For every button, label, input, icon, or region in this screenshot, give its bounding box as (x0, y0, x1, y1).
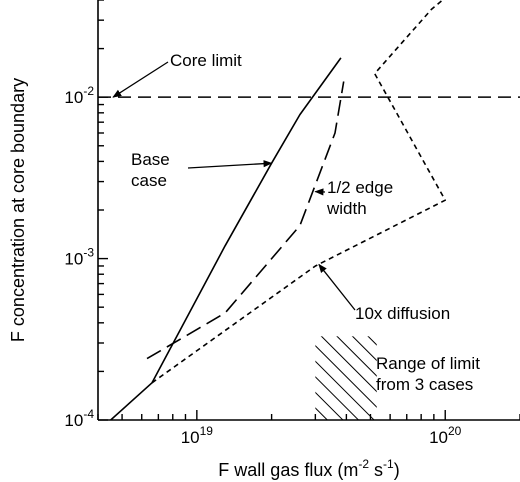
x-axis-label-end: ) (394, 460, 400, 480)
x-tick-base: 10 (181, 428, 200, 447)
half-edge-width-annotation: 1/2 edge width (314, 178, 393, 218)
half-edge-width-label-line: 1/2 edge (327, 178, 393, 197)
y-axis-label: F concentration at core boundary (8, 78, 28, 342)
core-limit-label-line: Core limit (170, 51, 242, 70)
x-axis-label-mid: s (369, 460, 383, 480)
y-tick-base: 10 (64, 250, 83, 269)
x-tick-base: 10 (429, 428, 448, 447)
ten-x-diffusion-arrow (318, 263, 356, 311)
y-tick-label: 10-4 (64, 407, 94, 430)
core-limit-label: Core limit (170, 51, 242, 70)
series-short-dash-line (151, 0, 447, 384)
x-axis-label: F wall gas flux (m-2 s-1) (218, 457, 399, 480)
range-of-limit-annotation: Range of limit from 3 cases (376, 354, 480, 394)
y-tick-label: 10-2 (64, 84, 94, 107)
core-limit-arrow (112, 61, 169, 98)
base-case-annotation: Base case (131, 150, 273, 190)
base-case-label: Base case (131, 150, 170, 190)
range-of-limit-label-line: Range of limit (376, 354, 480, 373)
base-case-label-line: Base (131, 150, 170, 169)
y-tick-label: 10-3 (64, 246, 94, 269)
hatched-region-layer (315, 336, 377, 420)
y-tick-base: 10 (64, 88, 83, 107)
hatched-region (315, 336, 377, 420)
range-of-limit-label-line: from 3 cases (376, 375, 473, 394)
annotation-layer: Core limit Base case 1/2 edge width 10x diffu… (112, 51, 480, 394)
y-tick-exponent: -2 (83, 84, 94, 98)
x-tick-label: 1019 (181, 424, 214, 447)
x-tick-label: 1020 (429, 424, 462, 447)
half-edge-width-label-line: width (326, 199, 367, 218)
series-long-dash-line (146, 81, 345, 360)
x-axis-label-sup2: -1 (383, 457, 394, 471)
series-solid-line (110, 57, 342, 420)
series-layer (110, 0, 447, 420)
ten-x-diffusion-annotation: 10x diffusion (318, 263, 450, 323)
x-tick-exponent: 20 (448, 424, 462, 438)
base-case-arrow (187, 160, 273, 169)
x-axis-label-main: F wall gas flux (m (218, 460, 358, 480)
x-axis-label-sup1: -2 (358, 457, 369, 471)
ten-x-diffusion-label: 10x diffusion (355, 304, 450, 323)
core-limit-annotation: Core limit (112, 51, 242, 98)
range-of-limit-label: Range of limit from 3 cases (376, 354, 480, 394)
x-tick-exponent: 19 (200, 424, 214, 438)
y-tick-exponent: -4 (83, 407, 94, 421)
base-case-label-line: case (131, 171, 167, 190)
half-edge-width-label: 1/2 edge width (326, 178, 393, 218)
y-tick-exponent: -3 (83, 246, 94, 260)
y-tick-base: 10 (64, 411, 83, 430)
ten-x-diffusion-label-line: 10x diffusion (355, 304, 450, 323)
